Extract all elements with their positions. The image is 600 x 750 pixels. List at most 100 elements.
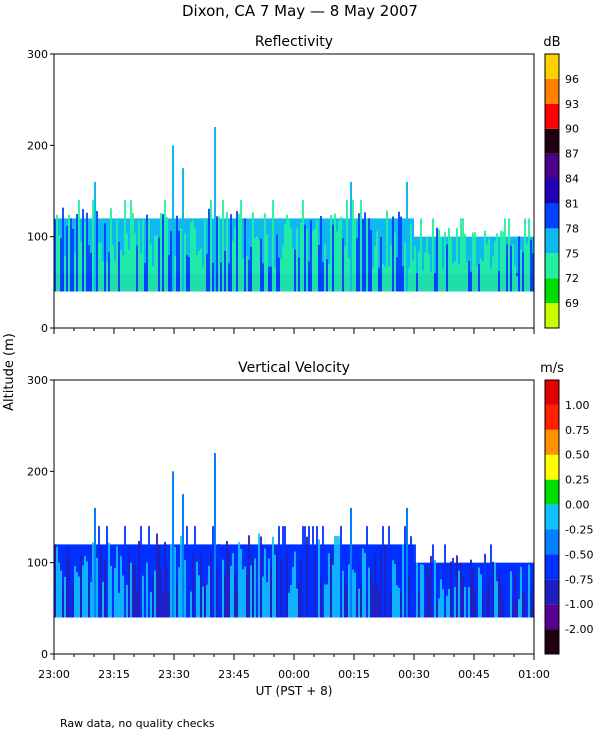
echo-streak [266, 581, 268, 618]
echo-streak [178, 230, 180, 292]
echo-streak [386, 567, 388, 618]
echo-streak [154, 235, 156, 292]
echo-spike [172, 145, 174, 292]
echo-streak [418, 251, 420, 292]
echo-streak [466, 572, 468, 618]
echo-streak [358, 588, 360, 618]
echo-streak [156, 533, 158, 618]
echo-streak [472, 568, 474, 618]
echo-streak [448, 588, 450, 618]
echo-streak [520, 566, 522, 618]
echo-streak [354, 218, 356, 292]
echo-spike [214, 453, 216, 618]
echo-spike [94, 181, 96, 292]
echo-streak [56, 546, 58, 618]
echo-streak [238, 213, 240, 292]
velocity-data-layer [54, 453, 534, 618]
echo-streak [248, 535, 250, 618]
echo-streak [62, 207, 64, 292]
echo-streak [146, 562, 148, 618]
colorbar-label: 0.25 [565, 474, 590, 487]
echo-streak [492, 256, 494, 292]
echo-spike [350, 507, 352, 618]
colorbar-label: 96 [565, 73, 579, 86]
echo-streak [468, 587, 470, 618]
echo-streak [198, 250, 200, 292]
colorbar-swatch [545, 404, 559, 430]
echo-streak [234, 572, 236, 618]
echo-streak [308, 526, 310, 618]
echo-streak [110, 565, 112, 618]
echo-streak [244, 218, 246, 292]
echo-streak [188, 580, 190, 618]
echo-streak [366, 218, 368, 292]
echo-streak [390, 592, 392, 618]
echo-streak [204, 217, 206, 292]
echo-streak [242, 257, 244, 292]
echo-streak [394, 232, 396, 292]
echo-streak [476, 265, 478, 292]
echo-streak [450, 237, 452, 292]
echo-streak [436, 602, 438, 618]
echo-streak [186, 526, 188, 618]
echo-streak [522, 252, 524, 292]
echo-streak [230, 214, 232, 292]
echo-streak [484, 553, 486, 618]
echo-streak [512, 602, 514, 618]
echo-streak [218, 544, 220, 618]
colorbar-label: -2.00 [565, 623, 593, 636]
echo-streak [392, 560, 394, 618]
echo-streak [448, 227, 450, 292]
echo-streak [456, 555, 458, 618]
echo-streak [286, 214, 288, 292]
echo-streak [462, 576, 464, 618]
echo-streak [438, 229, 440, 292]
echo-streak [200, 248, 202, 292]
echo-streak [378, 267, 380, 292]
echo-streak [344, 579, 346, 618]
echo-streak [508, 218, 510, 292]
echo-streak [346, 200, 348, 292]
echo-streak [220, 262, 222, 292]
echo-streak [140, 253, 142, 292]
echo-streak [160, 212, 162, 292]
echo-streak [370, 567, 372, 618]
echo-streak [394, 563, 396, 618]
echo-streak [154, 570, 156, 618]
echo-streak [338, 536, 340, 618]
echo-streak [62, 586, 64, 618]
echo-streak [300, 559, 302, 618]
echo-streak [342, 238, 344, 292]
echo-streak [510, 571, 512, 618]
echo-streak [202, 586, 204, 618]
echo-streak [424, 570, 426, 618]
echo-streak [210, 550, 212, 618]
echo-streak [196, 254, 198, 292]
echo-streak [464, 234, 466, 292]
reflectivity-title: Reflectivity [255, 34, 333, 50]
echo-streak [192, 220, 194, 292]
echo-streak [190, 221, 192, 292]
echo-streak [532, 252, 534, 292]
echo-streak [434, 276, 436, 292]
colorbar-label: 93 [565, 98, 579, 111]
echo-streak [266, 234, 268, 292]
echo-streak [416, 562, 418, 618]
echo-streak [192, 554, 194, 618]
echo-streak [384, 266, 386, 292]
echo-streak [372, 584, 374, 618]
echo-streak [64, 255, 66, 292]
echo-streak [336, 535, 338, 618]
echo-streak [110, 208, 112, 292]
echo-streak [142, 219, 144, 292]
echo-streak [370, 230, 372, 292]
echo-streak [176, 583, 178, 618]
echo-streak [198, 575, 200, 618]
echo-streak [238, 542, 240, 618]
echo-streak [442, 589, 444, 618]
echo-streak [288, 592, 290, 618]
echo-streak [368, 567, 370, 618]
echo-streak [268, 266, 270, 292]
echo-streak [150, 591, 152, 618]
velocity-colorbar-unit: m/s [540, 361, 564, 376]
